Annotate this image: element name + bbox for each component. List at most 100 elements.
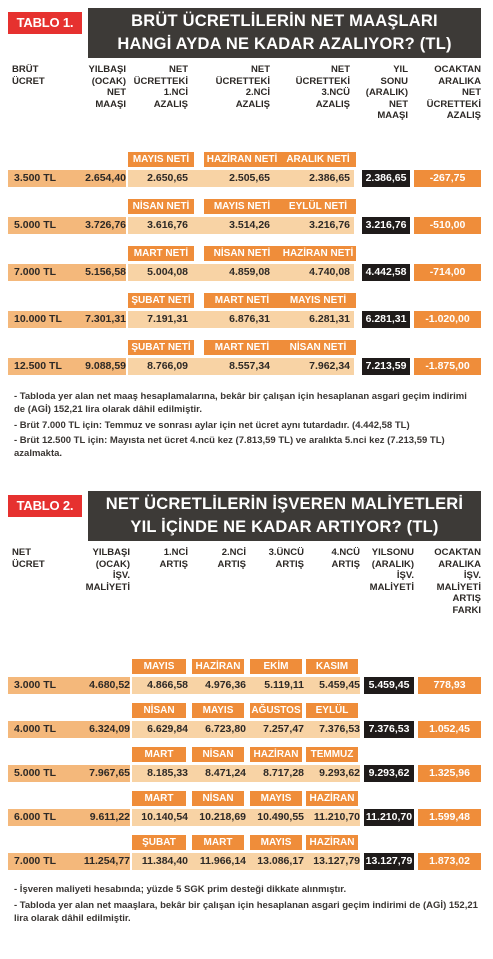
cell-net: 4.000 TL xyxy=(14,723,57,735)
header-azalis-1: NET ÜCRETTEKİ 1.NCİ AZALIŞ xyxy=(133,64,188,110)
cell-a3: 2.386,65 xyxy=(309,172,350,184)
month-label: ŞUBAT xyxy=(132,835,186,850)
month-label: HAZİRAN xyxy=(250,747,302,762)
header-yilsonu-isv: YILSONU (ARALIK) İŞV. MALİYETİ xyxy=(369,547,414,593)
table-row: 5.000 TL 7.967,65 8.185,33 8.471,24 8.717,28… xyxy=(8,765,485,782)
cell-brut: 3.500 TL xyxy=(14,172,57,184)
row-bg-mid xyxy=(132,721,360,738)
month-label: MAYIS NETİ xyxy=(128,152,194,167)
row-bg-left xyxy=(8,677,130,694)
table-1-header: BRÜT ÜCRET YILBAŞI (OCAK) NET MAAŞI NET … xyxy=(8,64,485,152)
cell-a1: 11.384,40 xyxy=(141,855,188,867)
cell-yilsonu: 5.459,45 xyxy=(364,677,414,694)
header-azalis-3: NET ÜCRETTEKİ 3.NCÜ AZALIŞ xyxy=(295,64,350,110)
cell-fark: 1.873,02 xyxy=(418,853,481,870)
row-bg-left xyxy=(8,170,126,187)
cell-a1: 8.185,33 xyxy=(147,767,188,779)
row-bg-left xyxy=(8,311,126,328)
cell-a4: 11.210,70 xyxy=(313,811,360,823)
cell-ocak: 4.680,52 xyxy=(89,679,130,691)
month-label: NİSAN NETİ xyxy=(128,199,194,214)
row-bg-left xyxy=(8,809,130,826)
row-bg-mid xyxy=(132,765,360,782)
table-2: TABLO 2. NET ÜCRETLİLERİN İŞVEREN MALİYE… xyxy=(8,491,485,936)
cell-a1: 8.766,09 xyxy=(147,360,188,372)
month-label: MAYIS xyxy=(192,703,244,718)
table-1-badge: TABLO 1. xyxy=(8,12,82,34)
cell-yilsonu: 13.127,79 xyxy=(364,853,414,870)
row-bg-left xyxy=(8,358,126,375)
footnote: - Tabloda yer alan net maaş hesaplamalar… xyxy=(14,391,467,415)
header-artis-2: 2.NCİ ARTIŞ xyxy=(217,547,247,570)
cell-a1: 7.191,31 xyxy=(147,313,188,325)
cell-fark: -267,75 xyxy=(414,170,481,187)
table-row: 10.000 TL 7.301,31 7.191,31 6.876,31 6.281,3… xyxy=(8,311,485,328)
table-2-title-line2: YIL İÇİNDE NE KADAR ARTIYOR? (TL) xyxy=(130,518,439,536)
table-2-title-band: TABLO 2. NET ÜCRETLİLERİN İŞVEREN MALİYE… xyxy=(8,491,485,541)
header-net-ucret: NET ÜCRET xyxy=(12,547,45,570)
cell-a2: 10.218,69 xyxy=(199,811,246,823)
cell-a4: 7.376,53 xyxy=(319,723,360,735)
cell-a1: 10.140,54 xyxy=(141,811,188,823)
cell-a3: 6.281,31 xyxy=(309,313,350,325)
footnote: - Tabloda yer alan net maaşlara, bekâr b… xyxy=(14,900,478,924)
table-1-title-line1: BRÜT ÜCRETLİLERİN NET MAAŞLARI xyxy=(131,12,438,30)
header-yilbasi-net: YILBAŞI (OCAK) NET MAAŞI xyxy=(88,64,126,110)
cell-a2: 4.976,36 xyxy=(205,679,246,691)
cell-fark: -510,00 xyxy=(414,217,481,234)
month-label: ŞUBAT NETİ xyxy=(128,293,194,308)
cell-a1: 6.629,84 xyxy=(147,723,188,735)
table-row: 6.000 TL 9.611,22 10.140,54 10.218,69 10.490… xyxy=(8,809,485,826)
cell-ocak: 7.967,65 xyxy=(89,767,130,779)
cell-fark: -1.875,00 xyxy=(414,358,481,375)
month-label: MAYIS NETİ xyxy=(204,199,280,214)
header-ocaktan-araliga: OCAKTAN ARALIKA NET ÜCRETTEKİ AZALIŞ xyxy=(426,64,481,121)
table-2-header: NET ÜCRET YILBAŞI (OCAK) İŞV. MALİYETİ 1… xyxy=(8,547,485,659)
month-label: ARALIK NETİ xyxy=(280,152,356,167)
month-label: TEMMUZ xyxy=(306,747,358,762)
cell-brut: 5.000 TL xyxy=(14,219,57,231)
cell-yilsonu: 9.293,62 xyxy=(364,765,414,782)
cell-a3: 3.216,76 xyxy=(309,219,350,231)
cell-ocak: 3.726,76 xyxy=(85,219,126,231)
cell-ocak: 6.324,09 xyxy=(89,723,130,735)
cell-yilsonu: 2.386,65 xyxy=(362,170,410,187)
month-label: ŞUBAT NETİ xyxy=(128,340,194,355)
cell-a4: 13.127,79 xyxy=(313,855,360,867)
row-bg-left xyxy=(8,264,126,281)
row-bg-mid xyxy=(128,170,354,187)
cell-yilsonu: 4.442,58 xyxy=(362,264,410,281)
cell-a3: 7.257,47 xyxy=(263,723,304,735)
month-label: MAYIS NETİ xyxy=(280,293,356,308)
cell-a2: 8.557,34 xyxy=(229,360,270,372)
month-label: AĞUSTOS xyxy=(250,703,302,718)
cell-a3: 8.717,28 xyxy=(263,767,304,779)
month-label: EYLÜL NETİ xyxy=(280,199,356,214)
cell-net: 7.000 TL xyxy=(14,855,57,867)
cell-a2: 6.723,80 xyxy=(205,723,246,735)
month-label: NİSAN xyxy=(192,791,244,806)
cell-a2: 4.859,08 xyxy=(229,266,270,278)
table-1-title-line2: HANGİ AYDA NE KADAR AZALIYOR? (TL) xyxy=(117,35,452,53)
cell-a2: 11.966,14 xyxy=(199,855,246,867)
table-row: 7.000 TL 5.156,58 5.004,08 4.859,08 4.740,08… xyxy=(8,264,485,281)
row-bg-mid xyxy=(128,217,354,234)
cell-a1: 2.650,65 xyxy=(147,172,188,184)
cell-ocak: 9.088,59 xyxy=(85,360,126,372)
cell-yilsonu: 7.376,53 xyxy=(364,721,414,738)
cell-a2: 3.514,26 xyxy=(229,219,270,231)
cell-a1: 5.004,08 xyxy=(147,266,188,278)
month-label: MAYIS xyxy=(250,835,302,850)
row-bg-left xyxy=(8,721,130,738)
row-bg-mid xyxy=(132,677,360,694)
cell-ocak: 9.611,22 xyxy=(89,811,130,823)
month-label: HAZİRAN xyxy=(306,791,358,806)
table-2-notes: - İşveren maliyeti hesabında; yüzde 5 SG… xyxy=(8,881,485,936)
table-2-body: MAYIS HAZİRAN EKİM KASIM 3.000 TL 4.680,52 4.8… xyxy=(8,659,485,881)
month-label: KASIM xyxy=(306,659,358,674)
cell-fark: 778,93 xyxy=(418,677,481,694)
cell-a4: 9.293,62 xyxy=(319,767,360,779)
table-row: 12.500 TL 9.088,59 8.766,09 8.557,34 7.962,3… xyxy=(8,358,485,375)
table-row: 3.500 TL 2.654,40 2.650,65 2.505,65 2.386,65… xyxy=(8,170,485,187)
cell-yilsonu: 7.213,59 xyxy=(362,358,410,375)
